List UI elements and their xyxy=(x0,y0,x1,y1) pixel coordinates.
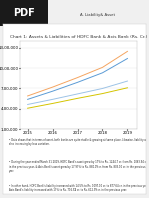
HDFC Asset xyxy=(77,76,78,79)
Axis Liability xyxy=(127,87,128,89)
Axis Asset xyxy=(127,80,128,82)
Line: HDFC Liability: HDFC Liability xyxy=(28,58,127,99)
Line: Axis Liability: Axis Liability xyxy=(28,88,127,108)
HDFC Liability xyxy=(77,81,78,84)
Text: • During the year ended March 31 2019, HDFC Bank's asset grew by 17% to Rs. 1244: • During the year ended March 31 2019, H… xyxy=(9,160,147,173)
Axis Liability xyxy=(102,92,103,95)
HDFC Liability xyxy=(52,90,53,92)
Axis Liability xyxy=(27,107,28,109)
HDFC Asset xyxy=(27,95,28,97)
Text: PDF: PDF xyxy=(13,8,35,18)
HDFC Asset xyxy=(127,50,128,52)
Title: Chart 1: Assets & Liabilities of HDFC Bank & Axis Bank (Rs. Cr.): Chart 1: Assets & Liabilities of HDFC Ba… xyxy=(10,35,147,39)
HDFC Liability xyxy=(27,98,28,101)
HDFC Liability xyxy=(102,72,103,74)
Text: 1: 1 xyxy=(73,188,76,192)
Axis Asset xyxy=(77,93,78,95)
Text: A. Liability& Asset: A. Liability& Asset xyxy=(80,13,115,17)
Text: • In other hand, HDFC Bank's liability increased with 14.5% to Rs. 1097.10 cr. t: • In other hand, HDFC Bank's liability i… xyxy=(9,184,148,192)
Axis Asset xyxy=(102,87,103,90)
Axis Liability xyxy=(52,102,53,105)
Line: HDFC Asset: HDFC Asset xyxy=(28,51,127,96)
Axis Asset xyxy=(52,98,53,101)
Axis Liability xyxy=(77,97,78,100)
HDFC Asset xyxy=(102,66,103,69)
Axis Asset xyxy=(27,103,28,106)
HDFC Asset xyxy=(52,86,53,88)
HDFC Liability xyxy=(127,57,128,60)
Line: Axis Asset: Axis Asset xyxy=(28,81,127,105)
Text: • Data shows that in terms of asset, both banks are quite stable & growing at/sa: • Data shows that in terms of asset, bot… xyxy=(9,138,148,147)
